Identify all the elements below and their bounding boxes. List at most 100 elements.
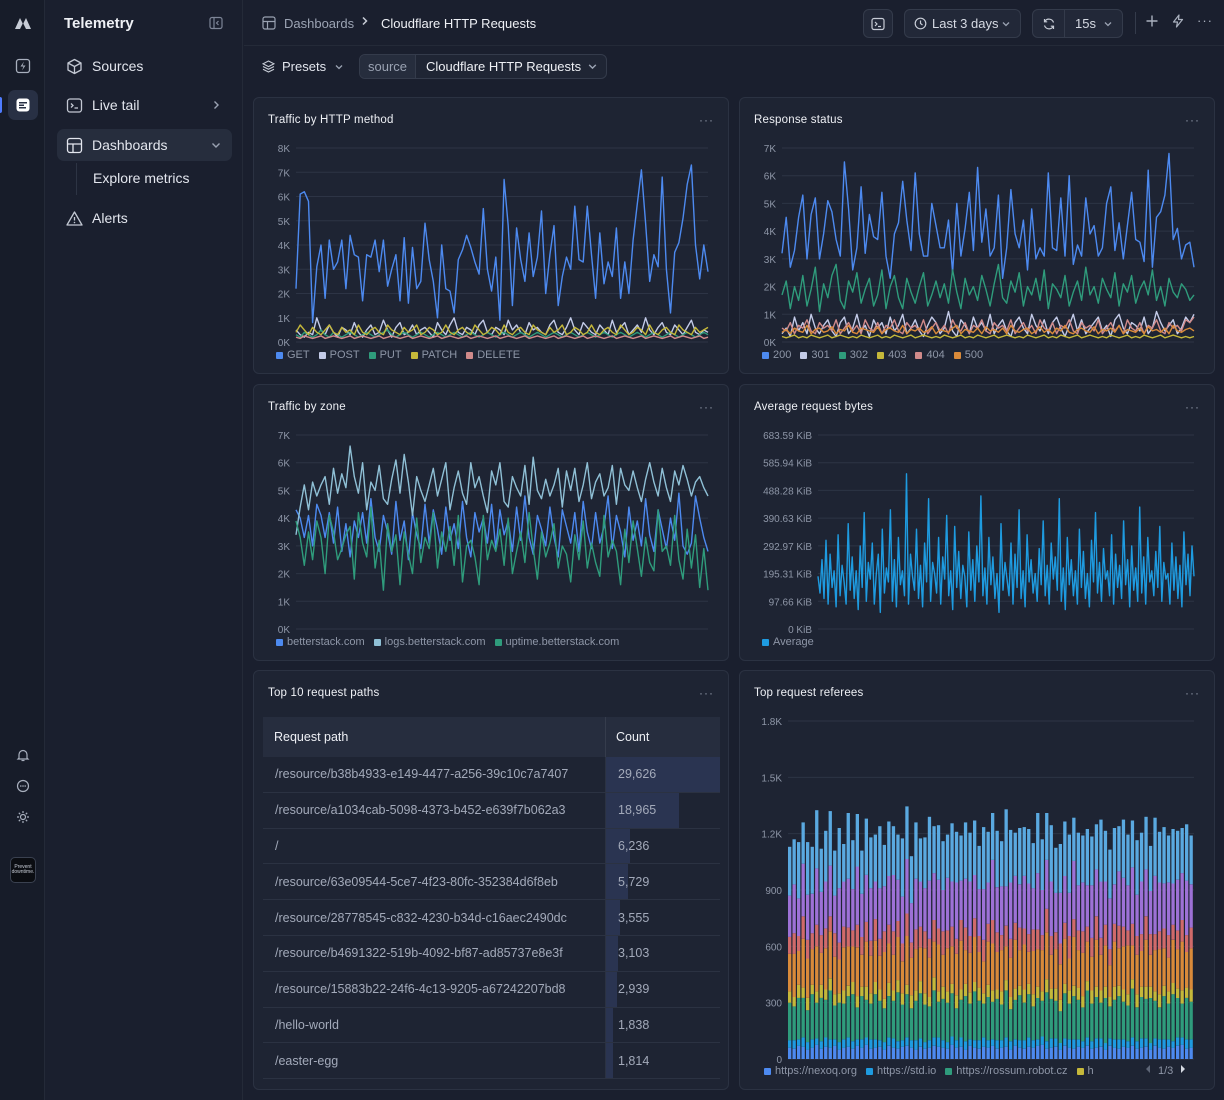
bar-segment[interactable] xyxy=(806,894,810,940)
series-line-DELETE[interactable] xyxy=(295,335,709,340)
bar-segment[interactable] xyxy=(1126,1005,1130,1042)
bar-segment[interactable] xyxy=(986,882,990,924)
bar-segment[interactable] xyxy=(828,990,832,1040)
add-icon[interactable] xyxy=(1145,14,1159,33)
bar-segment[interactable] xyxy=(1040,1044,1044,1059)
bar-segment[interactable] xyxy=(797,1039,801,1046)
bar-segment[interactable] xyxy=(815,946,819,992)
bar-segment[interactable] xyxy=(1126,885,1130,931)
bar-segment[interactable] xyxy=(873,834,877,882)
time-range-select[interactable]: Last 3 days xyxy=(904,9,1021,38)
bar-segment[interactable] xyxy=(828,1047,832,1059)
bar-segment[interactable] xyxy=(797,1045,801,1059)
bar-segment[interactable] xyxy=(941,841,945,890)
bar-segment[interactable] xyxy=(1157,831,1162,883)
bar-segment[interactable] xyxy=(1108,949,1112,966)
bar-segment[interactable] xyxy=(1139,986,1144,997)
bar-segment[interactable] xyxy=(1153,1045,1157,1059)
table-row[interactable]: /resource/15883b22-24f6-4c13-9205-a67242… xyxy=(263,971,720,1008)
bar-segment[interactable] xyxy=(1085,829,1089,886)
bar-segment[interactable] xyxy=(986,923,990,942)
bar-segment[interactable] xyxy=(1135,894,1139,936)
theme-icon[interactable] xyxy=(8,802,38,832)
bar-segment[interactable] xyxy=(1180,941,1184,991)
bar-segment[interactable] xyxy=(1090,1041,1094,1049)
bar-segment[interactable] xyxy=(1148,890,1153,935)
bar-segment[interactable] xyxy=(909,903,914,943)
bar-segment[interactable] xyxy=(1112,884,1117,924)
bar-segment[interactable] xyxy=(1153,1000,1157,1039)
bar-segment[interactable] xyxy=(1049,1047,1053,1059)
bar-segment[interactable] xyxy=(1027,829,1031,884)
bar-segment[interactable] xyxy=(1176,1037,1180,1046)
bar-segment[interactable] xyxy=(1117,948,1121,986)
bar-segment[interactable] xyxy=(923,1048,927,1059)
bar-segment[interactable] xyxy=(1040,890,1044,936)
bar-segment[interactable] xyxy=(1148,1043,1153,1050)
bar-segment[interactable] xyxy=(1036,986,1040,998)
bar-segment[interactable] xyxy=(1045,979,1049,993)
bar-segment[interactable] xyxy=(1013,999,1017,1040)
panel-menu-icon[interactable]: ··· xyxy=(1185,686,1200,700)
bar-segment[interactable] xyxy=(824,948,828,990)
bar-segment[interactable] xyxy=(810,984,814,995)
bar-segment[interactable] xyxy=(788,991,792,1003)
bar-segment[interactable] xyxy=(1013,1039,1017,1046)
refresh-icon[interactable] xyxy=(1033,10,1065,37)
bar-segment[interactable] xyxy=(882,931,886,952)
bar-segment[interactable] xyxy=(909,856,914,904)
bar-segment[interactable] xyxy=(1022,1040,1026,1049)
bar-segment[interactable] xyxy=(855,1039,859,1046)
collapse-sidebar-icon[interactable] xyxy=(209,16,223,35)
bar-segment[interactable] xyxy=(806,939,810,959)
bar-segment[interactable] xyxy=(801,863,805,917)
bar-segment[interactable] xyxy=(932,990,936,1038)
bar-segment[interactable] xyxy=(864,1037,868,1045)
bar-segment[interactable] xyxy=(1054,949,1058,989)
bar-segment[interactable] xyxy=(905,994,909,1038)
bar-segment[interactable] xyxy=(1171,982,1175,995)
bar-segment[interactable] xyxy=(819,891,823,936)
bar-segment[interactable] xyxy=(855,866,859,925)
bar-segment[interactable] xyxy=(977,845,981,890)
bar-segment[interactable] xyxy=(973,875,977,919)
bar-segment[interactable] xyxy=(1148,845,1153,891)
bar-segment[interactable] xyxy=(887,943,891,983)
bar-segment[interactable] xyxy=(819,1048,823,1059)
bar-segment[interactable] xyxy=(914,1000,918,1041)
bar-segment[interactable] xyxy=(1180,920,1184,942)
bar-segment[interactable] xyxy=(1031,994,1035,1007)
bar-segment[interactable] xyxy=(1130,820,1135,868)
sidebar-item-live-tail[interactable]: Live tail xyxy=(57,89,232,121)
series-line-302[interactable] xyxy=(781,263,1195,313)
bar-segment[interactable] xyxy=(973,991,977,1041)
legend-item[interactable]: POST xyxy=(318,349,360,361)
bar-segment[interactable] xyxy=(1094,1038,1099,1048)
bar-segment[interactable] xyxy=(991,1045,995,1059)
bar-segment[interactable] xyxy=(891,954,896,991)
bar-segment[interactable] xyxy=(1022,989,1026,1003)
bar-segment[interactable] xyxy=(878,1046,882,1059)
bar-segment[interactable] xyxy=(878,955,882,990)
legend-item[interactable]: 302 xyxy=(838,349,868,361)
bar-segment[interactable] xyxy=(1067,1003,1071,1040)
bar-segment[interactable] xyxy=(1067,1047,1071,1059)
bar-segment[interactable] xyxy=(1090,956,1094,991)
bar-segment[interactable] xyxy=(819,848,823,892)
bar-segment[interactable] xyxy=(909,995,914,1009)
bar-segment[interactable] xyxy=(810,1047,814,1059)
bar-segment[interactable] xyxy=(1180,1044,1184,1059)
chat-icon[interactable] xyxy=(8,771,38,801)
bar-segment[interactable] xyxy=(963,1041,968,1050)
bar-segment[interactable] xyxy=(1139,832,1144,882)
bar-segment[interactable] xyxy=(1144,998,1148,1039)
refresh-control[interactable]: 15s xyxy=(1032,9,1123,38)
bar-segment[interactable] xyxy=(855,947,859,997)
bar-segment[interactable] xyxy=(1166,935,1171,958)
bar-segment[interactable] xyxy=(1000,1047,1004,1059)
bar-segment[interactable] xyxy=(1081,952,1085,997)
bar-segment[interactable] xyxy=(851,946,855,982)
bar-segment[interactable] xyxy=(1094,997,1099,1039)
legend-item[interactable]: 301 xyxy=(800,349,830,361)
bar-segment[interactable] xyxy=(959,1046,963,1059)
